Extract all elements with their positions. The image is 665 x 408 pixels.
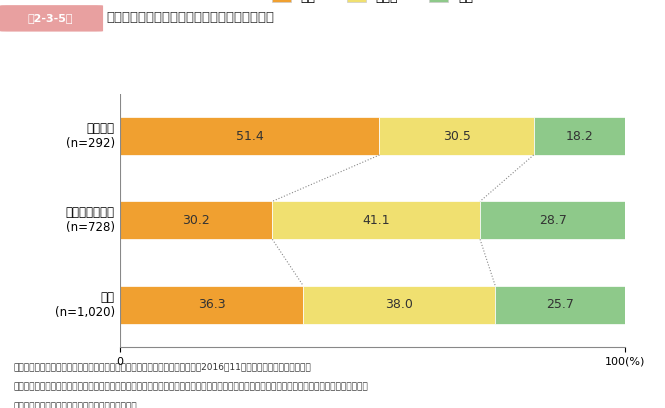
Text: 30.5: 30.5 <box>443 129 470 142</box>
FancyBboxPatch shape <box>0 5 103 31</box>
Bar <box>480 201 625 239</box>
Text: 25.7: 25.7 <box>546 298 574 311</box>
Bar <box>120 201 273 239</box>
Text: 51.4: 51.4 <box>235 129 263 142</box>
Text: を「成功していない」として集計している。: を「成功していない」として集計している。 <box>13 402 137 408</box>
Text: 41.1: 41.1 <box>362 214 390 227</box>
Text: 38.0: 38.0 <box>385 298 413 311</box>
Text: （注）新事業展開に対する総合的な評価として、「目標が達成できず失敗だった」、「成功か失敗かどちらともいえない」、「まだ判断できない」: （注）新事業展開に対する総合的な評価として、「目標が達成できず失敗だった」、「成… <box>13 382 368 391</box>
Bar <box>533 117 626 155</box>
Bar <box>303 286 495 324</box>
Bar <box>120 286 303 324</box>
Text: 28.7: 28.7 <box>539 214 567 227</box>
Text: 36.3: 36.3 <box>198 298 225 311</box>
Text: 資料：中小企業庁委託「中小企業の成長に向けた事業戦略等に関する調査」（2016年11月、（株）野村総合研究所）: 資料：中小企業庁委託「中小企業の成長に向けた事業戦略等に関する調査」（2016年… <box>13 362 311 371</box>
Text: 18.2: 18.2 <box>566 129 593 142</box>
Text: 30.2: 30.2 <box>182 214 210 227</box>
Bar <box>380 117 533 155</box>
Text: 新事業展開の成否別に見た、経常利益率の傾向: 新事業展開の成否別に見た、経常利益率の傾向 <box>106 11 275 24</box>
Bar <box>120 117 380 155</box>
Bar <box>495 286 625 324</box>
Legend: 増加, 横ばい, 減少: 増加, 横ばい, 減少 <box>267 0 478 9</box>
Text: 第2-3-5図: 第2-3-5図 <box>27 13 72 22</box>
Bar <box>273 201 480 239</box>
